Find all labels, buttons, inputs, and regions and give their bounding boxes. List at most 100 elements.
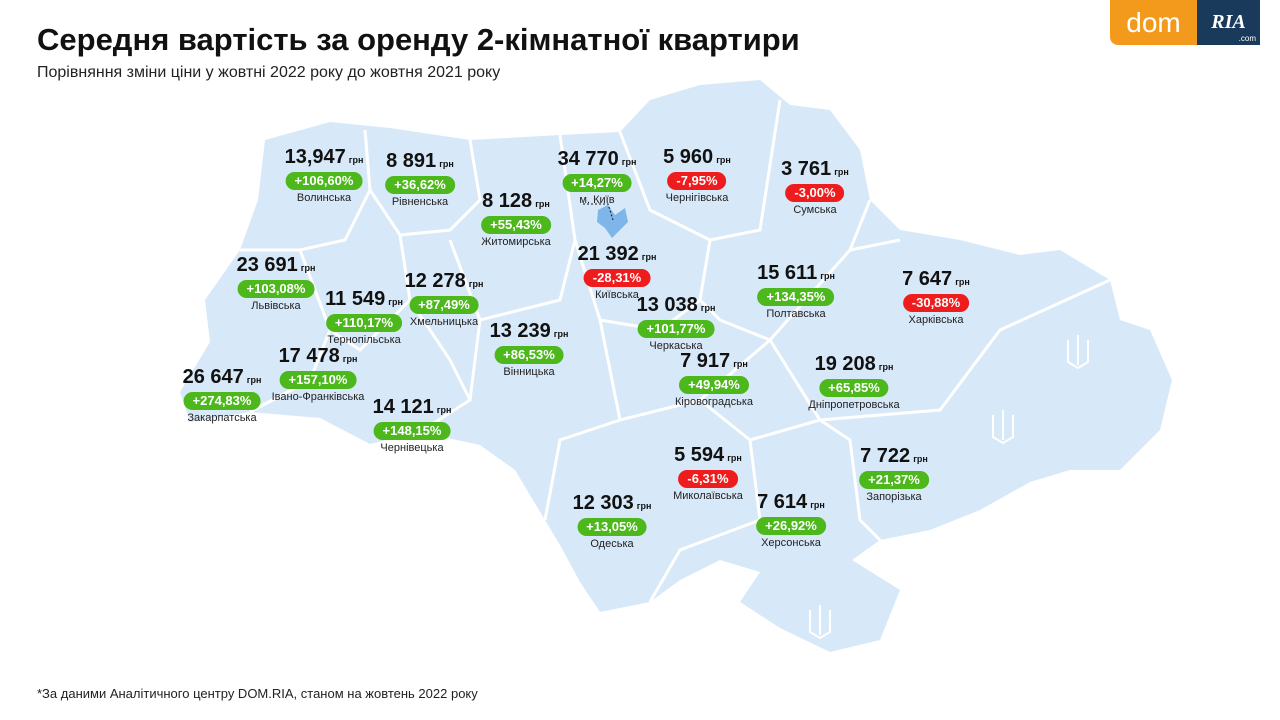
price-unit: грн	[733, 359, 748, 369]
region-label: 15 611 грн +134,35% Полтавська	[757, 262, 835, 321]
region-label: 7 647 грн -30,88% Харківська	[902, 268, 970, 327]
price-value: 5 960	[663, 146, 714, 168]
region-label: 13,947 грн +106,60% Волинська	[285, 146, 364, 205]
region-name: Дніпропетровська	[808, 399, 900, 411]
price-unit: грн	[955, 277, 970, 287]
price-unit: грн	[348, 155, 364, 165]
price-value: 12 303	[572, 492, 634, 514]
price-value: 19 208	[814, 353, 876, 375]
change-badge: -7,95%	[667, 172, 727, 190]
region-price: 11 549 грн	[325, 288, 403, 313]
price-unit: грн	[820, 271, 835, 281]
price-value: 17 478	[278, 345, 340, 367]
price-value: 14 121	[372, 396, 434, 418]
region-name: Київська	[595, 289, 639, 301]
logo-ria-text: RIA	[1211, 11, 1246, 33]
kyiv-city-shape	[597, 205, 628, 238]
region-label: 7 614 грн +26,92% Херсонська	[756, 491, 826, 550]
region-price: 5 594 грн	[673, 444, 743, 469]
logo-ria: RIA .com	[1197, 0, 1260, 45]
price-value: 23 691	[236, 254, 298, 276]
price-value: 21 392	[577, 243, 639, 265]
region-label: 7 722 грн +21,37% Запорізька	[859, 445, 929, 504]
change-badge: +65,85%	[819, 379, 889, 397]
change-badge: +26,92%	[756, 517, 826, 535]
region-label: 19 208 грн +65,85% Дніпропетровська	[808, 353, 899, 412]
change-badge: +148,15%	[373, 422, 451, 440]
region-name: Миколаївська	[673, 490, 743, 502]
region-name: Сумська	[793, 204, 837, 216]
region-name: м. Київ	[579, 194, 615, 206]
region-name: Вінницька	[503, 366, 555, 378]
price-value: 13 239	[489, 320, 551, 342]
page-title: Середня вартість за оренду 2-кімнатної к…	[37, 22, 800, 57]
region-price: 15 611 грн	[757, 262, 835, 287]
region-price: 23 691 грн	[237, 254, 316, 279]
region-price: 19 208 грн	[808, 353, 899, 378]
region-label: 13 038 грн +101,77% Черкаська	[637, 294, 716, 353]
change-badge: -28,31%	[583, 269, 651, 287]
region-price: 12 303 грн	[573, 492, 652, 517]
region-price: 21 392 грн	[578, 243, 657, 268]
price-value: 7 614	[757, 491, 808, 513]
price-value: 7 647	[902, 268, 953, 290]
price-value: 34 770	[557, 148, 619, 170]
region-price: 5 960 грн	[663, 146, 731, 171]
price-unit: грн	[342, 354, 358, 364]
region-label: 5 960 грн -7,95% Чернігівська	[663, 146, 731, 205]
page-subtitle: Порівняння зміни ціни у жовтні 2022 року…	[37, 64, 501, 81]
change-badge: +110,17%	[325, 314, 403, 332]
price-value: 5 594	[674, 444, 725, 466]
price-unit: грн	[553, 329, 569, 339]
region-name: Чернівецька	[380, 442, 444, 454]
region-label: 14 121 грн +148,15% Чернівецька	[373, 396, 452, 455]
region-price: 17 478 грн	[272, 345, 365, 370]
ukraine-outline	[180, 80, 1172, 652]
region-price: 8 891 грн	[385, 150, 455, 175]
region-name: Кіровоградська	[675, 396, 753, 408]
region-price: 34 770 грн	[558, 148, 637, 173]
region-price: 3 761 грн	[781, 158, 849, 183]
change-badge: +14,27%	[562, 174, 632, 192]
region-name: Херсонська	[761, 537, 821, 549]
change-badge: +87,49%	[409, 296, 479, 314]
region-price: 7 917 грн	[675, 350, 753, 375]
region-price: 7 647 грн	[902, 268, 970, 293]
region-label: 8 128 грн +55,43% Житомирська	[481, 190, 551, 249]
region-name: Харківська	[908, 314, 964, 326]
region-label: 21 392 грн -28,31% Київська	[578, 243, 657, 302]
region-name: Закарпатська	[187, 412, 257, 424]
region-name: Полтавська	[766, 308, 826, 320]
region-price: 13,947 грн	[285, 146, 364, 171]
coat-of-arms-icons	[809, 335, 1089, 640]
region-label: 17 478 грн +157,10% Івано-Франківська	[272, 345, 365, 404]
price-value: 8 128	[482, 190, 533, 212]
price-unit: грн	[810, 500, 825, 510]
region-label: 34 770 грн +14,27% м. Київ	[558, 148, 637, 207]
price-value: 8 891	[386, 150, 437, 172]
region-label: 23 691 грн +103,08% Львівська	[237, 254, 316, 313]
change-badge: -30,88%	[902, 294, 970, 312]
region-name: Одеська	[590, 538, 634, 550]
region-price: 14 121 грн	[373, 396, 452, 421]
region-price: 13 038 грн	[637, 294, 716, 319]
region-name: Хмельницька	[409, 316, 479, 328]
change-badge: +21,37%	[859, 471, 929, 489]
price-value: 3 761	[781, 158, 832, 180]
change-badge: +101,77%	[637, 320, 715, 338]
region-name: Івано-Франківська	[271, 391, 365, 403]
logo-com: .com	[1238, 34, 1256, 43]
domria-logo: dom RIA .com	[1110, 0, 1260, 45]
price-unit: грн	[834, 167, 849, 177]
region-label: 5 594 грн -6,31% Миколаївська	[673, 444, 743, 503]
price-unit: грн	[439, 159, 454, 169]
change-badge: +157,10%	[279, 371, 357, 389]
region-name: Запорізька	[866, 491, 922, 503]
price-value: 12 278	[404, 270, 466, 292]
region-price: 7 722 грн	[859, 445, 929, 470]
price-unit: грн	[535, 199, 550, 209]
region-price: 7 614 грн	[756, 491, 826, 516]
price-unit: грн	[621, 157, 637, 167]
change-badge: +134,35%	[757, 288, 835, 306]
